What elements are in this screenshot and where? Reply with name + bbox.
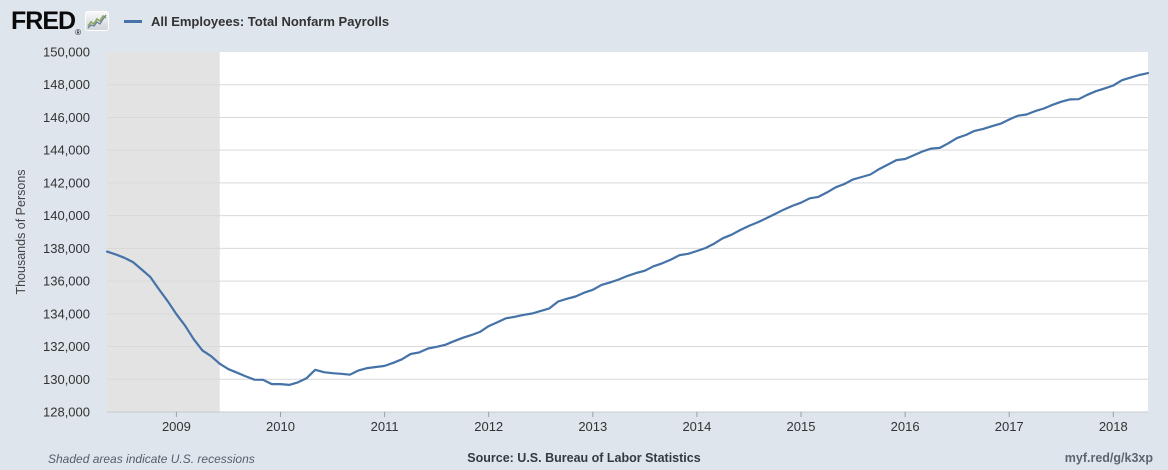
y-tick-label: 148,000 — [43, 77, 90, 92]
fred-logo: FRED® — [11, 6, 81, 37]
series-line — [105, 71, 1150, 386]
y-tick-label: 144,000 — [43, 143, 90, 158]
fred-sparkline-icon — [84, 11, 109, 31]
chart-header: FRED® All Employees: Total Nonfarm Payro… — [0, 0, 1168, 42]
y-tick-label: 134,000 — [43, 306, 90, 321]
y-tick-label: 150,000 — [43, 45, 90, 60]
x-tick-label: 2014 — [682, 419, 711, 434]
x-tick-label: 2012 — [474, 419, 503, 434]
fred-logo-text: FRED — [11, 6, 76, 35]
y-tick-label: 140,000 — [43, 208, 90, 223]
y-axis-title: Thousands of Persons — [14, 169, 28, 294]
source-attribution: Source: U.S. Bureau of Labor Statistics — [467, 451, 701, 465]
x-tick-label: 2013 — [578, 419, 607, 434]
y-tick-label: 138,000 — [43, 241, 90, 256]
legend-series-label: All Employees: Total Nonfarm Payrolls — [150, 13, 390, 29]
legend-line-marker — [123, 19, 142, 23]
x-tick-label: 2017 — [995, 419, 1024, 434]
chart-legend: All Employees: Total Nonfarm Payrolls — [123, 13, 390, 29]
recession-band — [107, 52, 220, 412]
x-tick-label: 2011 — [371, 419, 399, 434]
y-tick-label: 146,000 — [43, 110, 90, 125]
chart-footer: Shaded areas indicate U.S. recessions So… — [0, 449, 1168, 470]
x-tick-label: 2015 — [787, 419, 816, 434]
x-tick-label: 2018 — [1099, 419, 1128, 434]
short-url-link[interactable]: myf.red/g/k3xp — [1064, 451, 1153, 465]
y-tick-label: 130,000 — [43, 372, 90, 387]
x-tick-label: 2009 — [162, 419, 191, 434]
registered-trademark: ® — [75, 27, 81, 37]
plot-area — [107, 52, 1148, 412]
x-tick-label: 2010 — [266, 419, 295, 434]
y-tick-label: 136,000 — [43, 274, 90, 289]
x-tick-label: 2016 — [891, 419, 920, 434]
y-tick-label: 128,000 — [43, 405, 90, 420]
y-tick-label: 142,000 — [43, 175, 90, 190]
recession-note: Shaded areas indicate U.S. recessions — [48, 452, 255, 466]
y-tick-label: 132,000 — [43, 339, 90, 354]
